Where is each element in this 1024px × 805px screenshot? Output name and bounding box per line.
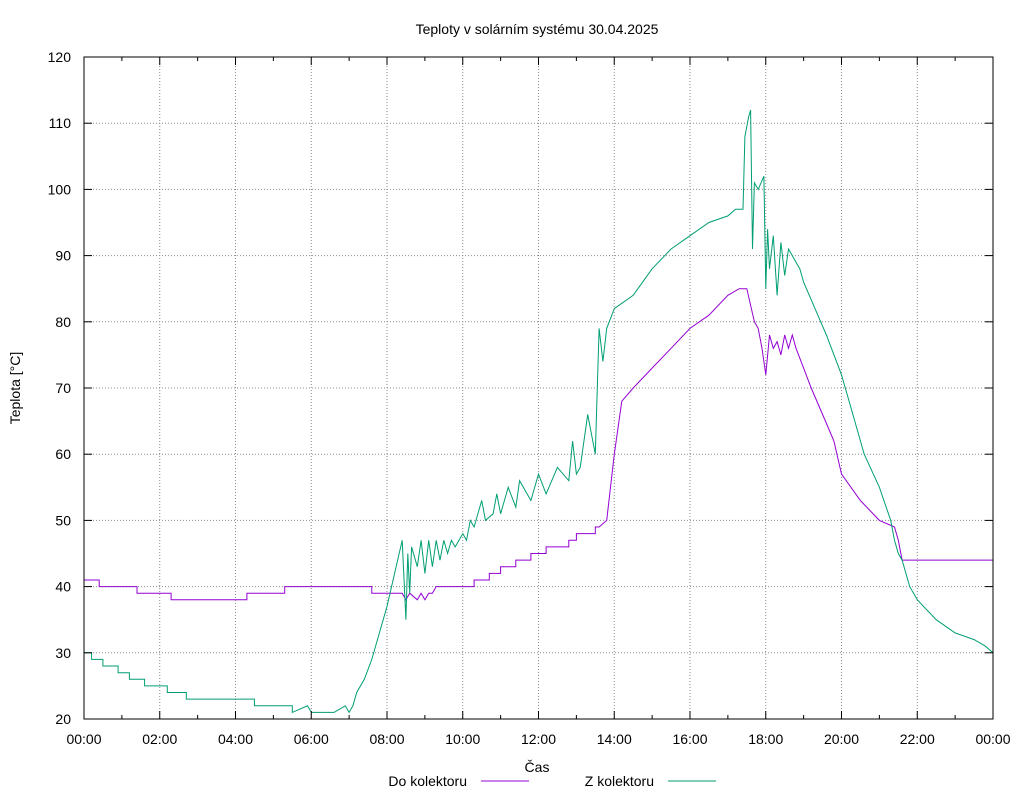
- x-tick-label: 00:00: [975, 731, 1010, 747]
- x-tick-label: 22:00: [900, 731, 935, 747]
- x-tick-label: 02:00: [142, 731, 177, 747]
- chart-title: Teploty v solárním systému 30.04.2025: [416, 21, 659, 37]
- y-tick-label: 110: [49, 115, 72, 131]
- y-tick-label: 50: [55, 512, 71, 528]
- y-tick-label: 120: [48, 49, 72, 65]
- legend-label: Z kolektoru: [585, 773, 654, 789]
- x-tick-label: 16:00: [672, 731, 707, 747]
- x-tick-label: 04:00: [218, 731, 253, 747]
- y-tick-label: 90: [55, 248, 71, 264]
- x-tick-label: 10:00: [445, 731, 480, 747]
- y-tick-label: 100: [48, 181, 72, 197]
- x-tick-label: 12:00: [521, 731, 556, 747]
- ticks: 20 30 40 50 60 70 80 90 100 110 120 00:00 02:00 04:00…: [48, 49, 1011, 747]
- series-layer: [84, 109, 994, 714]
- legend-label: Do kolektoru: [388, 773, 467, 789]
- x-tick-label: 08:00: [369, 731, 404, 747]
- y-tick-label: 80: [55, 314, 71, 330]
- series-line-2: [84, 109, 994, 714]
- y-axis-label: Teplota [°C]: [7, 352, 23, 425]
- y-tick-label: 60: [55, 446, 71, 462]
- x-tick-label: 06:00: [294, 731, 329, 747]
- x-axis-label: Čas: [525, 759, 550, 775]
- legend-entry-1: Do kolektoru: [388, 773, 529, 789]
- legend: Do kolektoru Z kolektoru: [388, 773, 716, 789]
- x-tick-label: 00:00: [66, 731, 101, 747]
- x-tick-label: 18:00: [748, 731, 783, 747]
- legend-entry-2: Z kolektoru: [585, 773, 716, 789]
- x-tick-label: 14:00: [597, 731, 632, 747]
- series-line-1: [84, 288, 993, 601]
- x-tick-label: 20:00: [824, 731, 859, 747]
- y-tick-label: 20: [55, 711, 71, 727]
- y-tick-label: 30: [55, 645, 71, 661]
- y-tick-label: 40: [55, 579, 71, 595]
- y-tick-label: 70: [55, 380, 71, 396]
- grid: [84, 57, 993, 719]
